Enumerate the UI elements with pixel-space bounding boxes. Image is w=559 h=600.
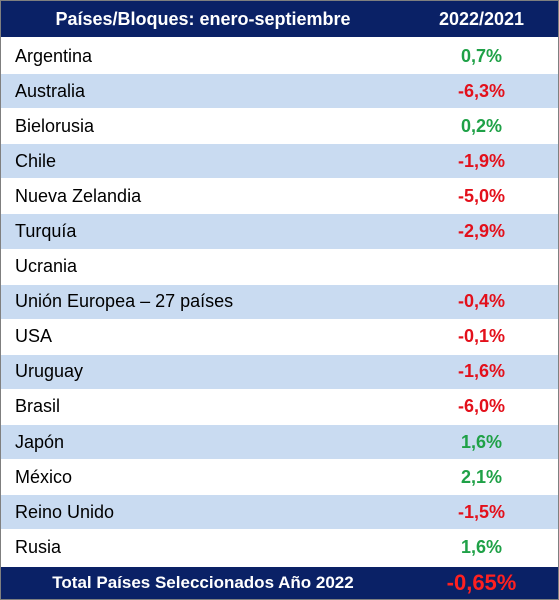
country-name: Unión Europea – 27 países bbox=[15, 291, 234, 312]
change-value: 1,6% bbox=[460, 431, 503, 452]
country-name: Japón bbox=[15, 431, 65, 452]
country-name: México bbox=[15, 466, 73, 487]
table-row: Uruguay -1,6% bbox=[1, 354, 558, 390]
country-name: Brasil bbox=[15, 396, 61, 417]
change-value: -0,4% bbox=[457, 291, 506, 312]
table-row: Bielorusia 0,2% bbox=[1, 109, 558, 145]
country-name: Rusia bbox=[15, 536, 62, 557]
table-row: Reino Unido -1,5% bbox=[1, 495, 558, 531]
table-header: Países/Bloques: enero-septiembre 2022/20… bbox=[1, 1, 558, 39]
footer-label: Total Países Seleccionados Año 2022 bbox=[52, 573, 354, 593]
table-row: Rusia 1,6% bbox=[1, 530, 558, 566]
country-name: Chile bbox=[15, 150, 57, 171]
change-value: -5,0% bbox=[457, 185, 506, 206]
header-countries: Países/Bloques: enero-septiembre bbox=[55, 8, 351, 29]
table-row: Japón 1,6% bbox=[1, 425, 558, 461]
country-name: Reino Unido bbox=[15, 501, 115, 522]
country-name: Australia bbox=[15, 80, 86, 101]
table-row: Ucrania bbox=[1, 249, 558, 285]
change-value: -1,5% bbox=[457, 501, 506, 522]
change-value: -0,1% bbox=[457, 326, 506, 347]
change-value: 1,6% bbox=[460, 536, 503, 557]
table-row: Turquía -2,9% bbox=[1, 214, 558, 250]
change-value: -1,9% bbox=[457, 150, 506, 171]
country-name: Turquía bbox=[15, 221, 77, 242]
change-value: 0,7% bbox=[460, 45, 503, 66]
table-row: USA -0,1% bbox=[1, 319, 558, 355]
table-row: Australia -6,3% bbox=[1, 74, 558, 110]
table-row: Argentina 0,7% bbox=[1, 39, 558, 75]
table-row: Brasil -6,0% bbox=[1, 389, 558, 426]
country-name: Argentina bbox=[15, 45, 93, 66]
country-name: USA bbox=[15, 326, 53, 347]
table-footer: Total Países Seleccionados Año 2022 -0,6… bbox=[1, 565, 558, 599]
table-row: Chile -1,9% bbox=[1, 144, 558, 180]
country-name: Ucrania bbox=[15, 256, 78, 277]
country-name: Nueva Zelandia bbox=[15, 185, 142, 206]
country-name: Uruguay bbox=[15, 361, 84, 382]
country-name: Bielorusia bbox=[15, 115, 95, 136]
table-row: Nueva Zelandia -5,0% bbox=[1, 179, 558, 215]
table-row: México 2,1% bbox=[1, 460, 558, 496]
header-period: 2022/2021 bbox=[438, 8, 525, 29]
change-value: -6,0% bbox=[457, 396, 506, 417]
table-body: Argentina 0,7% Australia -6,3% Bielorusia 0,2… bbox=[1, 39, 558, 566]
change-value: -6,3% bbox=[457, 80, 506, 101]
table-row: Unión Europea – 27 países -0,4% bbox=[1, 284, 558, 320]
change-value: -1,6% bbox=[457, 361, 506, 382]
change-value: 0,2% bbox=[460, 115, 503, 136]
footer-total: -0,65% bbox=[446, 570, 517, 596]
change-value: -2,9% bbox=[457, 221, 506, 242]
change-value: 2,1% bbox=[460, 466, 503, 487]
